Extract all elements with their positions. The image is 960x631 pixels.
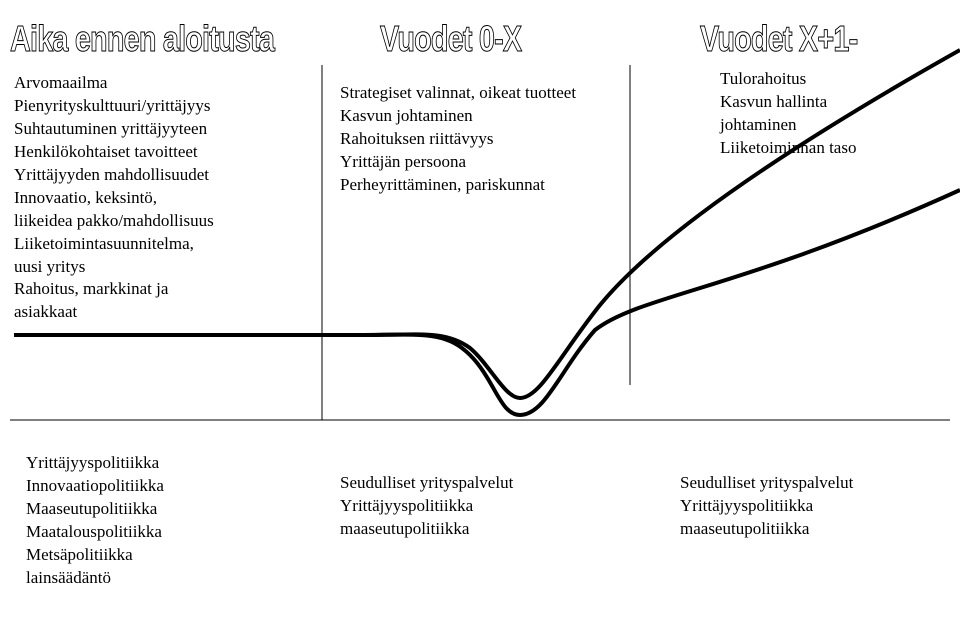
text-line: Innovaatiopolitiikka bbox=[26, 475, 164, 498]
text-line: maaseutupolitiikka bbox=[340, 518, 513, 541]
block-lower-right: Seudulliset yrityspalvelut Yrittäjyyspol… bbox=[680, 472, 853, 541]
text-line: Rahoituksen riittävyys bbox=[340, 128, 576, 151]
text-line: johtaminen bbox=[720, 114, 856, 137]
text-line: Maatalouspolitiikka bbox=[26, 521, 164, 544]
text-line: maaseutupolitiikka bbox=[680, 518, 853, 541]
text-line: Rahoitus, markkinat ja bbox=[14, 278, 214, 301]
block-upper-right: Tulorahoitus Kasvun hallinta johtaminen … bbox=[720, 68, 856, 160]
text-line: asiakkaat bbox=[14, 301, 214, 324]
text-line: Liiketoimintasuunnitelma, bbox=[14, 233, 214, 256]
phase-title-years-x1: Vuodet X+1- bbox=[700, 18, 857, 60]
text-line: Suhtautuminen yrittäjyyteen bbox=[14, 118, 214, 141]
text-line: Seudulliset yrityspalvelut bbox=[340, 472, 513, 495]
text-line: Yrittäjyyden mahdollisuudet bbox=[14, 164, 214, 187]
text-line: Tulorahoitus bbox=[720, 68, 856, 91]
text-line: Arvomaailma bbox=[14, 72, 214, 95]
text-line: Yrittäjän persoona bbox=[340, 151, 576, 174]
text-line: Yrittäjyyspolitiikka bbox=[26, 452, 164, 475]
text-line: lainsäädäntö bbox=[26, 567, 164, 590]
text-line: Kasvun johtaminen bbox=[340, 105, 576, 128]
text-line: Innovaatio, keksintö, bbox=[14, 187, 214, 210]
text-line: Yrittäjyyspolitiikka bbox=[340, 495, 513, 518]
block-lower-mid: Seudulliset yrityspalvelut Yrittäjyyspol… bbox=[340, 472, 513, 541]
text-line: liikeidea pakko/mahdollisuus bbox=[14, 210, 214, 233]
text-line: Metsäpolitiikka bbox=[26, 544, 164, 567]
text-line: Maaseutupolitiikka bbox=[26, 498, 164, 521]
text-line: Henkilökohtaiset tavoitteet bbox=[14, 141, 214, 164]
text-line: Seudulliset yrityspalvelut bbox=[680, 472, 853, 495]
block-lower-left: Yrittäjyyspolitiikka Innovaatiopolitiikk… bbox=[26, 452, 164, 590]
block-upper-mid: Strategiset valinnat, oikeat tuotteet Ka… bbox=[340, 82, 576, 197]
text-line: uusi yritys bbox=[14, 256, 214, 279]
phase-title-years-0x: Vuodet 0-X bbox=[380, 18, 521, 60]
text-line: Liiketoiminnan taso bbox=[720, 137, 856, 160]
text-line: Strategiset valinnat, oikeat tuotteet bbox=[340, 82, 576, 105]
phase-title-before: Aika ennen aloitusta bbox=[10, 18, 274, 60]
block-upper-left: Arvomaailma Pienyrityskulttuuri/yrittäjy… bbox=[14, 72, 214, 324]
text-line: Yrittäjyyspolitiikka bbox=[680, 495, 853, 518]
text-line: Pienyrityskulttuuri/yrittäjyys bbox=[14, 95, 214, 118]
diagram-stage: { "titles": { "left": {"text":"Aika enne… bbox=[0, 0, 960, 631]
text-line: Perheyrittäminen, pariskunnat bbox=[340, 174, 576, 197]
text-line: Kasvun hallinta bbox=[720, 91, 856, 114]
